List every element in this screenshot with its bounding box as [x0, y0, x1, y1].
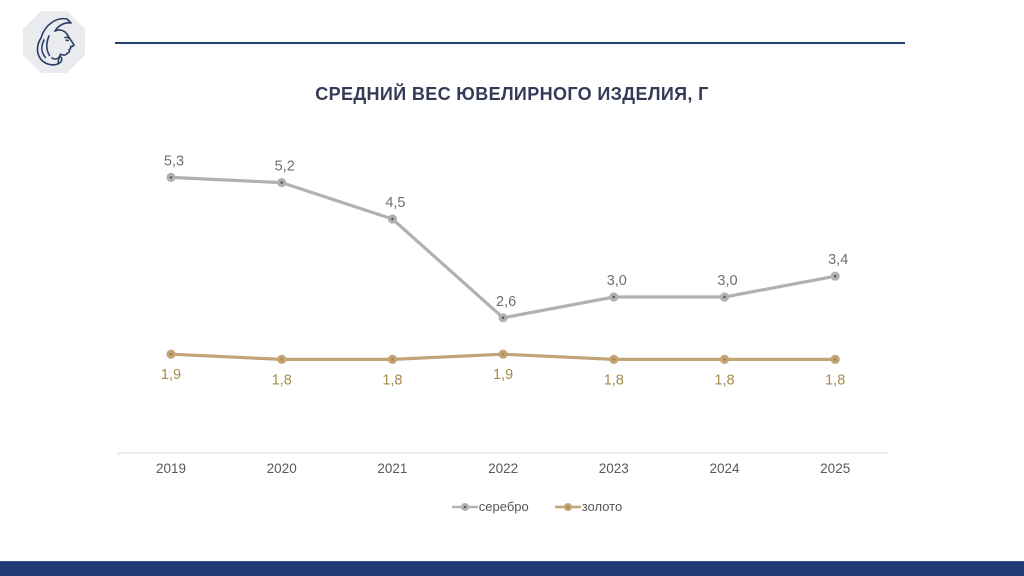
золото-data-label: 1,8	[272, 372, 292, 388]
x-axis-label: 2021	[377, 461, 407, 476]
silver-legend-marker	[451, 502, 478, 511]
x-axis-label: 2025	[820, 461, 850, 476]
legend-item-gold: золото	[554, 499, 623, 514]
золото-point-center	[169, 352, 173, 356]
золото-point-center	[833, 358, 837, 361]
gold-legend-marker	[554, 502, 581, 511]
chart-legend: серебро золото	[25, 499, 1024, 514]
x-axis-label: 2022	[488, 461, 518, 476]
footer-accent-bar	[0, 561, 1024, 576]
золото-point-center	[280, 358, 284, 361]
x-axis-label: 2023	[599, 461, 629, 476]
серебро-point-center	[723, 295, 726, 299]
woman-profile-icon	[36, 17, 75, 66]
x-axis-label: 2019	[156, 461, 186, 476]
золото-point-center	[391, 358, 394, 361]
x-axis-label: 2024	[709, 461, 740, 476]
золото-data-label: 1,8	[825, 372, 845, 388]
x-axis-label: 2020	[267, 461, 297, 476]
logo-octagon	[23, 11, 85, 73]
золото-data-label: 1,8	[604, 372, 624, 388]
legend-label-silver: серебро	[478, 499, 529, 514]
chart-title: СРЕДНИЙ ВЕС ЮВЕЛИРНОГО ИЗДЕЛИЯ, Г	[315, 84, 709, 104]
серебро-data-label: 3,4	[828, 252, 848, 268]
legend-item-silver: серебро	[451, 499, 529, 514]
серебро-data-label: 5,2	[275, 159, 295, 175]
серебро-data-label: 2,6	[496, 294, 516, 310]
серебро-point-center	[833, 274, 837, 278]
серебро-data-label: 3,0	[607, 273, 627, 289]
золото-point-center	[723, 358, 726, 361]
серебро-data-label: 3,0	[717, 273, 737, 289]
серебро-point-center	[501, 316, 505, 320]
серебро-point-center	[169, 176, 173, 179]
legend-label-gold: золото	[581, 499, 623, 514]
золото-data-label: 1,9	[493, 367, 513, 383]
золото-data-label: 1,8	[714, 372, 734, 388]
серебро-point-center	[612, 295, 616, 299]
золото-data-label: 1,8	[382, 372, 402, 388]
серебро-data-label: 4,5	[385, 195, 405, 211]
золото-point-center	[501, 352, 505, 356]
assay-chamber-woman-profile-logo	[23, 11, 85, 73]
серебро-point-center	[280, 181, 284, 184]
серебро-data-label: 5,3	[164, 153, 184, 169]
золото-data-label: 1,9	[161, 367, 181, 383]
top-divider-rule	[115, 42, 905, 44]
серебро-point-center	[391, 217, 394, 221]
золото-point-center	[612, 358, 616, 361]
